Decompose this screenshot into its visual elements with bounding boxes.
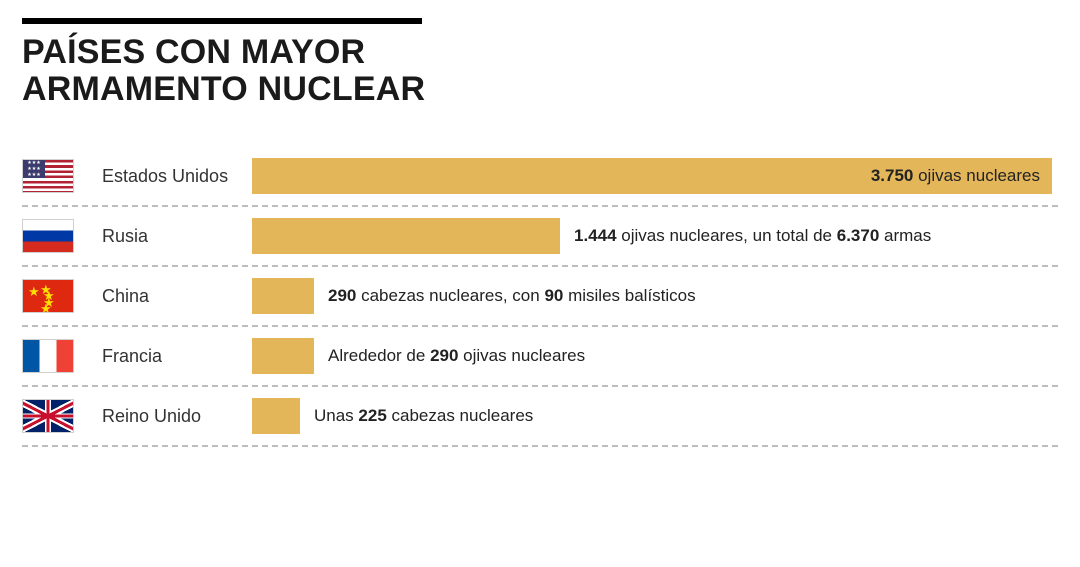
table-row: Francia Alrededor de 290 ojivas nucleares xyxy=(22,327,1058,387)
country-name: China xyxy=(102,286,252,307)
flag-uk-icon xyxy=(22,399,74,433)
bar-area: 3.750 ojivas nucleares xyxy=(252,158,1058,194)
bar-label: 290 cabezas nucleares, con 90 misiles ba… xyxy=(328,286,696,306)
country-name: Estados Unidos xyxy=(102,166,252,187)
flag-fr-icon xyxy=(22,339,74,373)
bar-chart: Estados Unidos 3.750 ojivas nucleares Rusi… xyxy=(22,147,1058,447)
flag-cn-icon xyxy=(22,279,74,313)
title-line-2: ARMAMENTO NUCLEAR xyxy=(22,70,425,108)
bar-area: 1.444 ojivas nucleares, un total de 6.37… xyxy=(252,218,1058,254)
table-row: Rusia 1.444 ojivas nucleares, un total de… xyxy=(22,207,1058,267)
bar xyxy=(252,218,560,254)
bar-label: Unas 225 cabezas nucleares xyxy=(314,406,533,426)
country-name: Francia xyxy=(102,346,252,367)
bar xyxy=(252,278,314,314)
bar xyxy=(252,338,314,374)
bar-area: Unas 225 cabezas nucleares xyxy=(252,398,1058,434)
bar-label: Alrededor de 290 ojivas nucleares xyxy=(328,346,585,366)
table-row: Estados Unidos 3.750 ojivas nucleares xyxy=(22,147,1058,207)
flag-us-icon xyxy=(22,159,74,193)
bar xyxy=(252,398,300,434)
bar-label: 1.444 ojivas nucleares, un total de 6.37… xyxy=(574,226,931,246)
bar-label: 3.750 ojivas nucleares xyxy=(871,166,1040,186)
bar-area: 290 cabezas nucleares, con 90 misiles ba… xyxy=(252,278,1058,314)
title-line-1: PAÍSES CON MAYOR xyxy=(22,33,365,71)
table-row: Reino Unido Unas 225 cabezas nucleares xyxy=(22,387,1058,447)
page-title: PAÍSES CON MAYOR ARMAMENTO NUCLEAR xyxy=(22,34,1058,107)
bar-area: Alrededor de 290 ojivas nucleares xyxy=(252,338,1058,374)
rule-top xyxy=(22,18,422,24)
flag-ru-icon xyxy=(22,219,74,253)
country-name: Rusia xyxy=(102,226,252,247)
country-name: Reino Unido xyxy=(102,406,252,427)
table-row: China 290 cabezas nucleares, con 90 misil… xyxy=(22,267,1058,327)
bar: 3.750 ojivas nucleares xyxy=(252,158,1052,194)
